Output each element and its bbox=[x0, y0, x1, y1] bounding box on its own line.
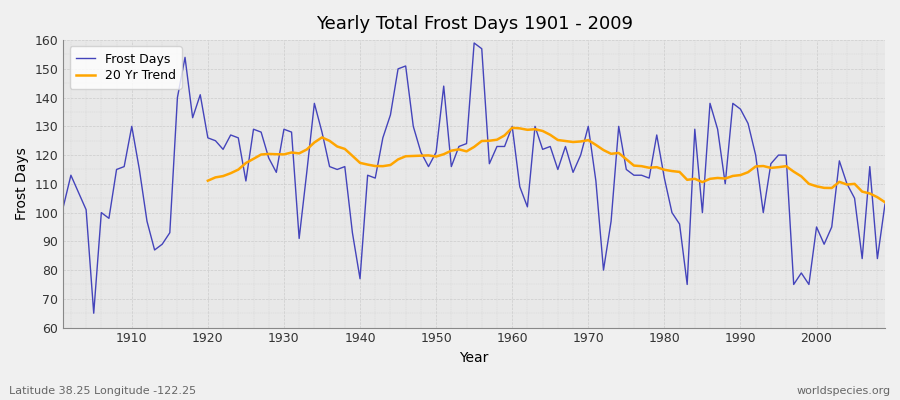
20 Yr Trend bbox=[682, 178, 693, 182]
Frost Days bbox=[339, 164, 350, 169]
20 Yr Trend bbox=[507, 125, 517, 130]
Frost Days bbox=[88, 311, 99, 316]
Line: 20 Yr Trend: 20 Yr Trend bbox=[208, 128, 885, 202]
20 Yr Trend bbox=[408, 154, 418, 158]
Text: Latitude 38.25 Longitude -122.25: Latitude 38.25 Longitude -122.25 bbox=[9, 386, 196, 396]
Title: Yearly Total Frost Days 1901 - 2009: Yearly Total Frost Days 1901 - 2009 bbox=[316, 15, 633, 33]
20 Yr Trend bbox=[202, 178, 213, 183]
Frost Days bbox=[515, 184, 526, 189]
Frost Days bbox=[293, 236, 304, 241]
Frost Days bbox=[613, 124, 624, 129]
Legend: Frost Days, 20 Yr Trend: Frost Days, 20 Yr Trend bbox=[69, 46, 182, 89]
Frost Days bbox=[522, 204, 533, 209]
X-axis label: Year: Year bbox=[460, 351, 489, 365]
20 Yr Trend bbox=[857, 189, 868, 194]
Frost Days bbox=[879, 202, 890, 206]
Frost Days bbox=[469, 40, 480, 45]
Line: Frost Days: Frost Days bbox=[63, 43, 885, 313]
Text: worldspecies.org: worldspecies.org bbox=[796, 386, 891, 396]
20 Yr Trend bbox=[788, 169, 799, 174]
Y-axis label: Frost Days: Frost Days bbox=[15, 148, 29, 220]
Frost Days bbox=[126, 124, 137, 129]
20 Yr Trend bbox=[293, 151, 304, 156]
20 Yr Trend bbox=[879, 200, 890, 205]
Frost Days bbox=[58, 204, 68, 209]
20 Yr Trend bbox=[773, 165, 784, 170]
